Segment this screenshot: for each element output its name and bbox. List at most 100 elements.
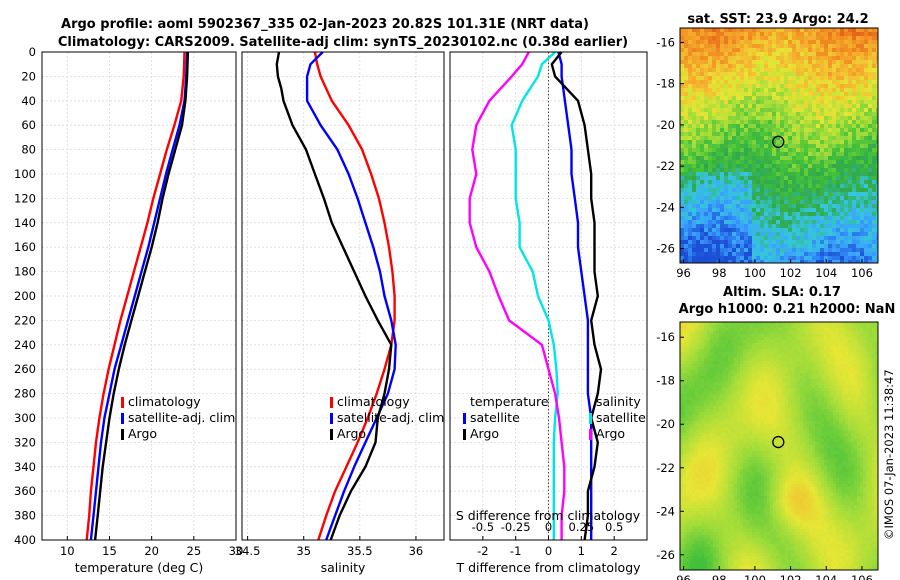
map-cell xyxy=(796,152,801,157)
map-cell xyxy=(744,96,749,101)
map-cell xyxy=(713,385,717,389)
map-cell xyxy=(791,349,795,353)
map-cell xyxy=(770,376,774,380)
map-cell xyxy=(684,144,689,149)
map-cell xyxy=(804,140,809,145)
map-cell xyxy=(848,192,853,197)
map-cell xyxy=(872,240,877,245)
map-cell xyxy=(852,156,857,161)
map-cell xyxy=(704,92,709,97)
map-cell xyxy=(852,144,857,149)
map-cell xyxy=(782,391,786,395)
map-cell xyxy=(688,48,693,53)
map-cell xyxy=(804,40,809,45)
map-cell xyxy=(784,28,789,33)
map-cell xyxy=(701,400,705,404)
map-cell xyxy=(692,370,696,374)
map-cell xyxy=(784,108,789,113)
map-cell xyxy=(712,36,717,41)
map-cell xyxy=(864,132,869,137)
map-cell xyxy=(748,112,753,117)
map-cell xyxy=(856,144,861,149)
map-cell xyxy=(716,325,720,329)
map-cell xyxy=(796,60,801,65)
map-cell xyxy=(796,84,801,89)
map-cell xyxy=(821,334,825,338)
map-cell xyxy=(740,240,745,245)
map-cell xyxy=(740,200,745,205)
map-cell xyxy=(698,358,702,362)
map-cell xyxy=(868,44,873,49)
map-cell xyxy=(869,382,873,386)
map-cell xyxy=(824,188,829,193)
map-cell xyxy=(788,148,793,153)
map-cell xyxy=(856,152,861,157)
map-cell xyxy=(688,80,693,85)
map-cell xyxy=(864,176,869,181)
map-cell xyxy=(722,373,726,377)
map-cell xyxy=(839,337,843,341)
map-cell xyxy=(856,72,861,77)
map-cell xyxy=(832,128,837,133)
map-cell xyxy=(848,358,852,362)
map-cell xyxy=(821,361,825,365)
map-cell xyxy=(698,400,702,404)
map-cell xyxy=(684,224,689,229)
map-cell xyxy=(764,382,768,386)
map-cell xyxy=(821,385,825,389)
map-cell xyxy=(692,394,696,398)
map-cell xyxy=(804,200,809,205)
map-cell xyxy=(755,328,759,332)
map-cell xyxy=(872,36,877,41)
map-cell xyxy=(740,164,745,169)
map-cell xyxy=(816,184,821,189)
map-cell xyxy=(854,337,858,341)
map-cell xyxy=(752,104,757,109)
map-cell xyxy=(712,104,717,109)
map-cell xyxy=(845,322,849,326)
map-cell xyxy=(860,148,865,153)
map-cell xyxy=(872,361,876,365)
map-cell xyxy=(689,364,693,368)
map-cell xyxy=(857,382,861,386)
map-cell xyxy=(740,48,745,53)
map-cell xyxy=(833,391,837,395)
map-cell xyxy=(743,400,747,404)
map-cell xyxy=(680,364,684,368)
map-cell xyxy=(808,156,813,161)
map-cell xyxy=(815,394,819,398)
map-cell xyxy=(832,168,837,173)
map-cell xyxy=(782,394,786,398)
map-cell xyxy=(688,192,693,197)
map-cell xyxy=(692,376,696,380)
y-tick-label: 240 xyxy=(14,338,36,352)
map-cell xyxy=(779,379,783,383)
map-cell xyxy=(856,236,861,241)
map-cell xyxy=(776,370,780,374)
map-cell xyxy=(728,60,733,65)
map-cell xyxy=(760,76,765,81)
map-cell xyxy=(876,36,879,41)
map-cell xyxy=(784,200,789,205)
map-cell xyxy=(796,36,801,41)
map-cell xyxy=(828,44,833,49)
map-cell xyxy=(752,108,757,113)
map-cell xyxy=(856,128,861,133)
map-cell xyxy=(864,212,869,217)
map-cell xyxy=(816,136,821,141)
map-cell xyxy=(860,104,865,109)
map-cell xyxy=(712,224,717,229)
map-cell xyxy=(740,328,744,332)
map-cell xyxy=(736,192,741,197)
map-cell xyxy=(686,370,690,374)
map-cell xyxy=(860,100,865,105)
map-cell xyxy=(852,212,857,217)
map-cell xyxy=(821,328,825,332)
map-cell xyxy=(728,331,732,335)
map-cell xyxy=(700,228,705,233)
map-cell xyxy=(800,252,805,257)
map-cell xyxy=(756,116,761,121)
map-cell xyxy=(704,68,709,73)
map-cell xyxy=(767,361,771,365)
map-cell xyxy=(869,352,873,356)
